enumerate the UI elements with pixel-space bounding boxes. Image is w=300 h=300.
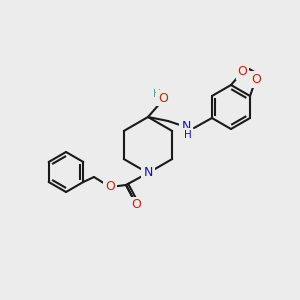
Text: O: O (251, 73, 261, 86)
Text: O: O (105, 181, 115, 194)
Text: N: N (181, 121, 191, 134)
Text: H: H (184, 130, 192, 140)
Text: O: O (237, 65, 247, 78)
Text: H: H (153, 89, 161, 99)
Text: O: O (158, 92, 168, 104)
Text: N: N (143, 167, 153, 179)
Text: O: O (131, 199, 141, 212)
